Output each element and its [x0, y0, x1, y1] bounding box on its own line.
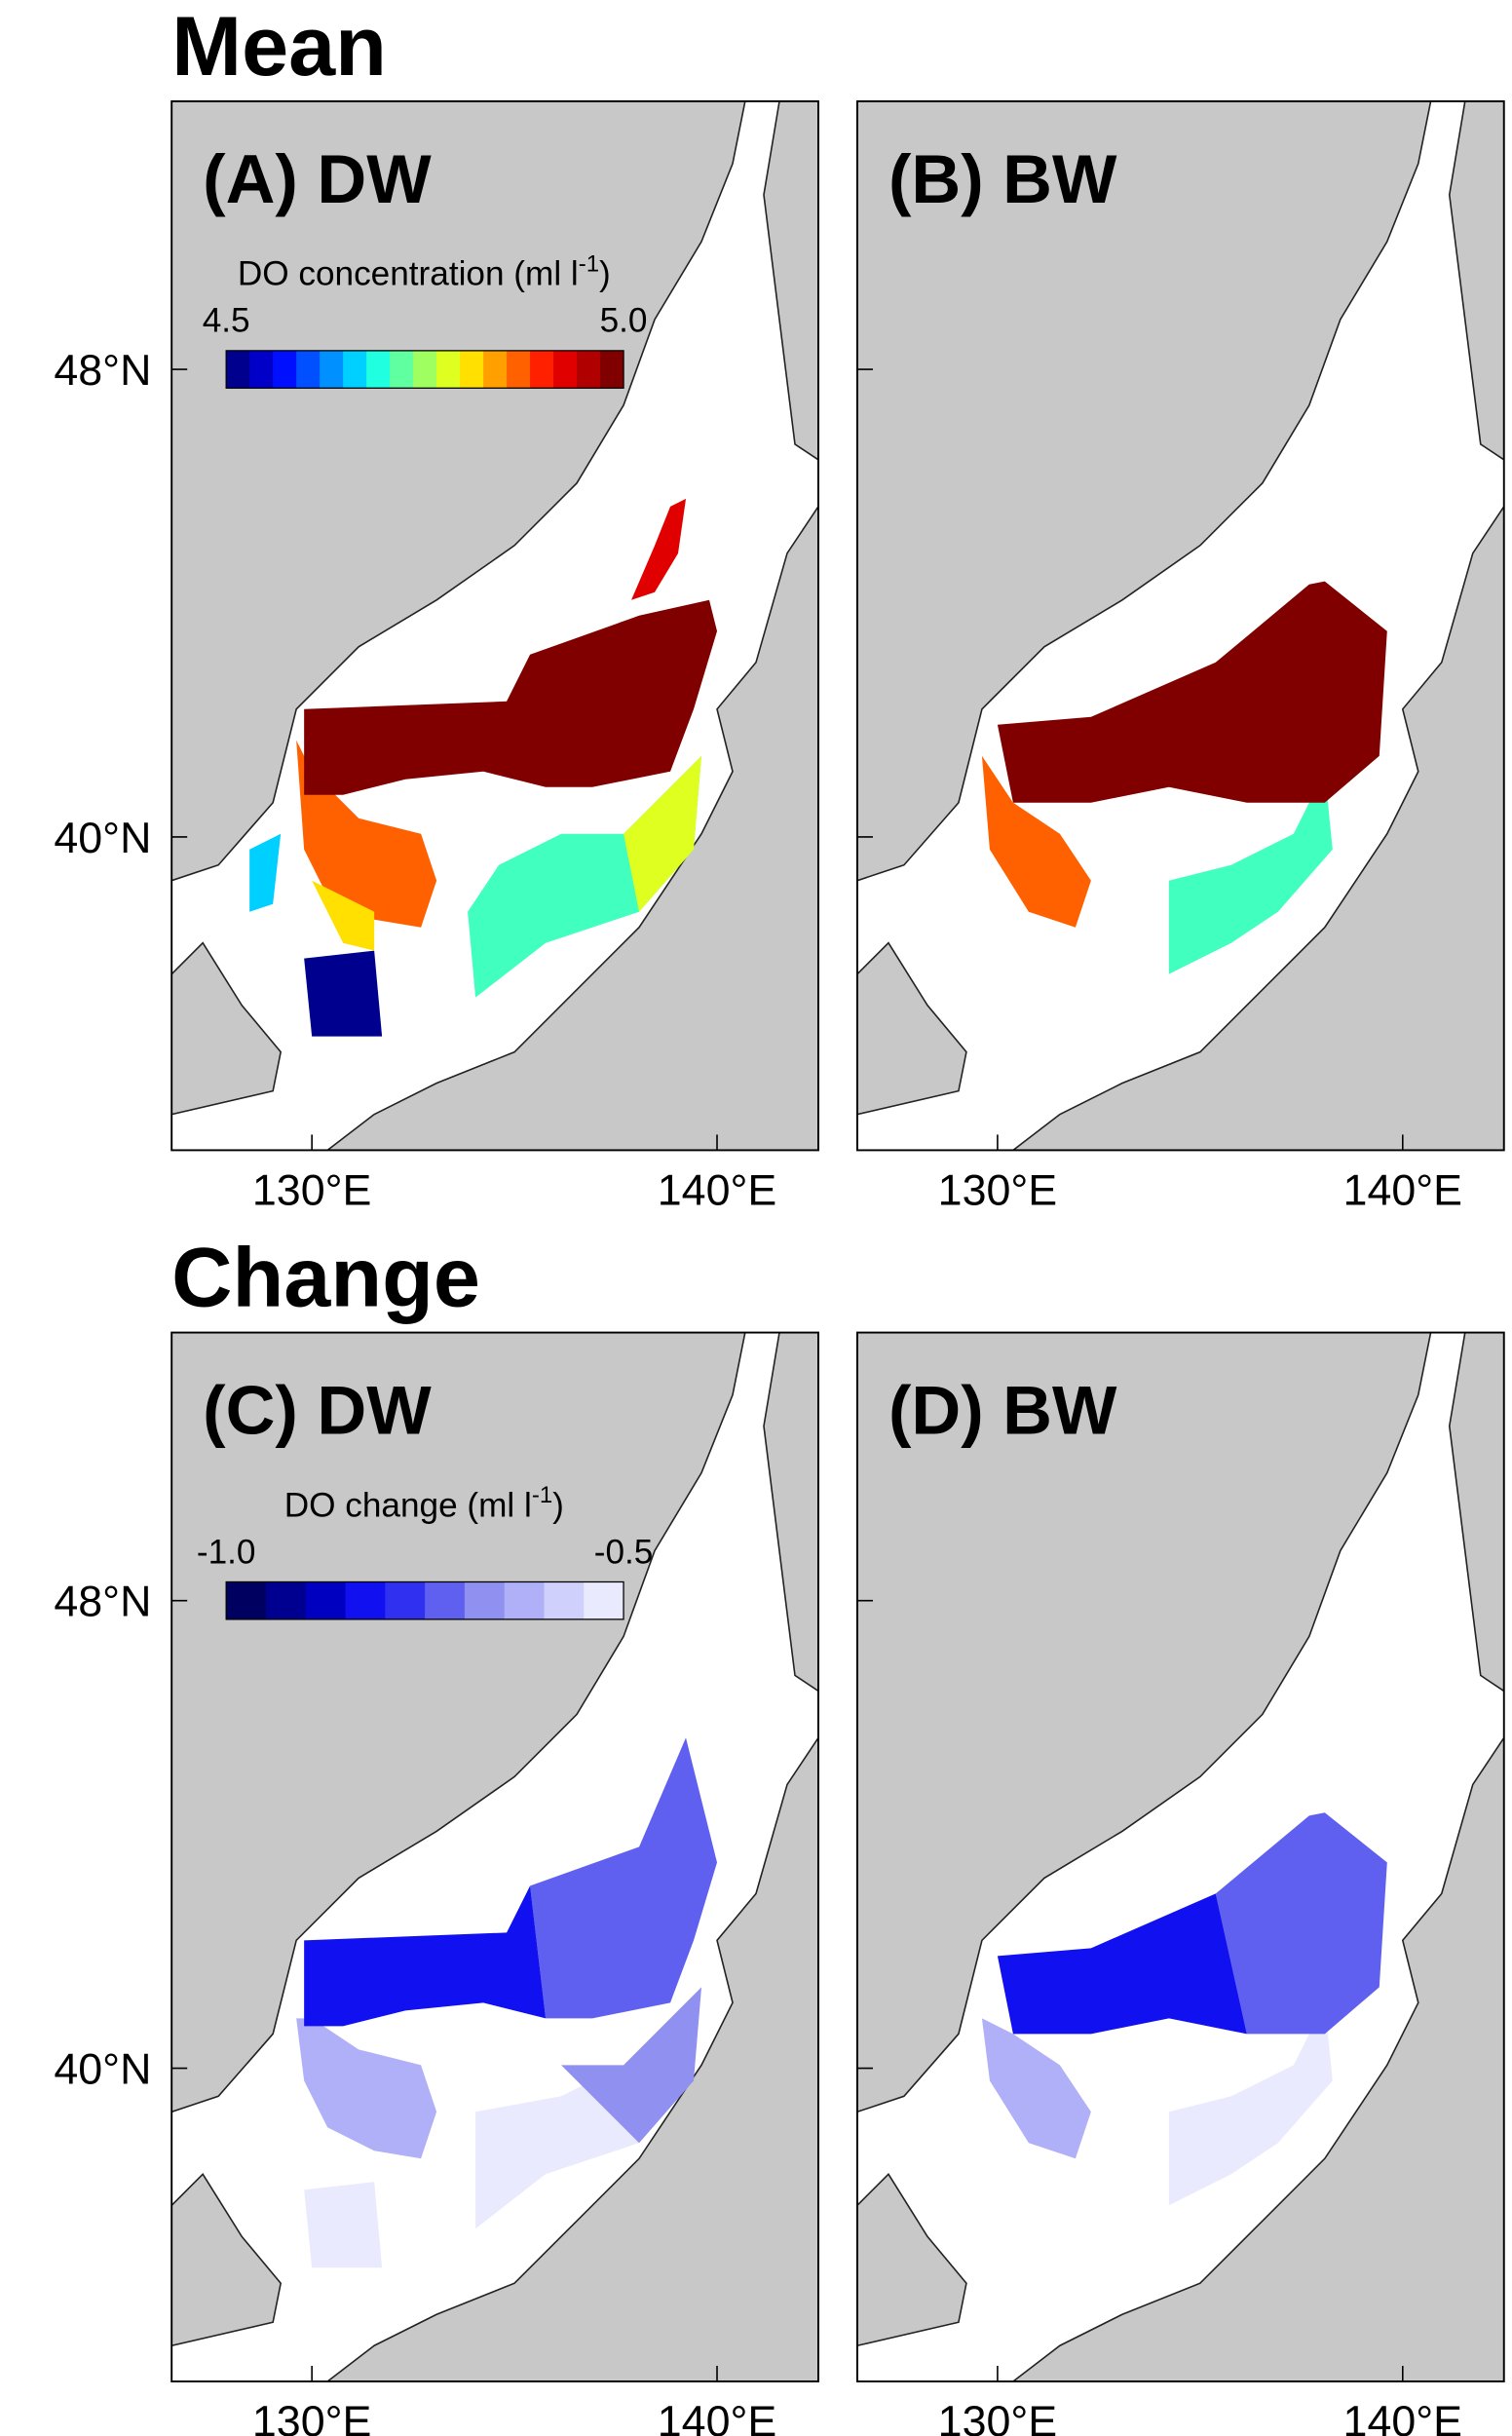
map-panel: (A) DW 130°E 140°E 48°N 40°N DO concentration… [54, 100, 819, 1214]
frame [170, 100, 819, 1152]
colorbar-title-sup: -1 [532, 1482, 552, 1508]
colorbar-title-sup: -1 [579, 250, 599, 277]
colorbar-max: 5.0 [600, 302, 648, 340]
section-title: Change [171, 1231, 480, 1324]
lon-label: 130°E [938, 1165, 1057, 1214]
lat-label: 48°N [54, 346, 151, 395]
colorbar-swatch [366, 350, 391, 389]
colorbar-swatch [265, 1581, 307, 1619]
map-panel: (D) BW 130°E 140°E [856, 1331, 1505, 2436]
panel-label: (A) DW [203, 140, 432, 217]
lon-label: 140°E [658, 2397, 776, 2436]
lat-label: 40°N [54, 814, 151, 862]
colorbar-title-end: ) [599, 255, 611, 293]
colorbar-swatch [226, 350, 250, 389]
frame [856, 100, 1505, 1152]
colorbar-swatch [436, 350, 461, 389]
colorbar-min: -1.0 [197, 1533, 256, 1571]
colorbar-swatch [584, 1581, 624, 1619]
colorbar-swatch [553, 350, 578, 389]
colorbar-swatch [425, 1581, 466, 1619]
colorbar-swatch [507, 350, 531, 389]
colorbar-swatch [249, 350, 274, 389]
colorbar-frame [225, 350, 624, 389]
lon-label: 140°E [1343, 1165, 1462, 1214]
colorbar-title: DO concentration (ml l-1) [238, 250, 611, 292]
colorbar-swatch [343, 350, 367, 389]
colorbar-swatch [464, 1581, 506, 1619]
map-panel: (B) BW 130°E 140°E [856, 100, 1505, 1214]
lon-label: 130°E [938, 2397, 1057, 2436]
colorbar-max: -0.5 [594, 1533, 654, 1571]
lon-label: 140°E [1343, 2397, 1462, 2436]
colorbar-title-text: DO change (ml l [284, 1486, 532, 1524]
colorbar-title: DO change (ml l-1) [284, 1482, 564, 1524]
colorbar-min: 4.5 [203, 302, 250, 340]
colorbar-swatch [504, 1581, 545, 1619]
colorbar-swatch [296, 350, 321, 389]
colorbar-swatch [413, 350, 437, 389]
colorbar-swatch [273, 350, 297, 389]
colorbar-swatch [345, 1581, 386, 1619]
frame [856, 1331, 1505, 2382]
colorbar-swatch [460, 350, 484, 389]
colorbar-swatch [385, 1581, 426, 1619]
lon-label: 130°E [252, 1165, 371, 1214]
panel-label: (B) BW [888, 140, 1117, 217]
colorbar-swatch [577, 350, 601, 389]
colorbar-swatch [544, 1581, 585, 1619]
colorbar-swatch [226, 1581, 267, 1619]
lon-label: 140°E [658, 1165, 776, 1214]
colorbar-title-end: ) [552, 1486, 564, 1524]
lat-label: 48°N [54, 1578, 151, 1626]
section-title: Mean [171, 0, 387, 94]
colorbar-swatch [305, 1581, 347, 1619]
lon-label: 130°E [252, 2397, 371, 2436]
lat-label: 40°N [54, 2045, 151, 2094]
colorbar-swatch [600, 350, 624, 389]
panel-label: (D) BW [888, 1372, 1117, 1449]
colorbar-title-text: DO concentration (ml l [238, 255, 579, 293]
frame [170, 1331, 819, 2382]
colorbar-swatch [530, 350, 554, 389]
colorbar-swatch [320, 350, 344, 389]
panel-label: (C) DW [203, 1372, 432, 1449]
colorbar-swatch [390, 350, 414, 389]
colorbar-swatch [483, 350, 508, 389]
colorbar-frame [225, 1580, 624, 1620]
